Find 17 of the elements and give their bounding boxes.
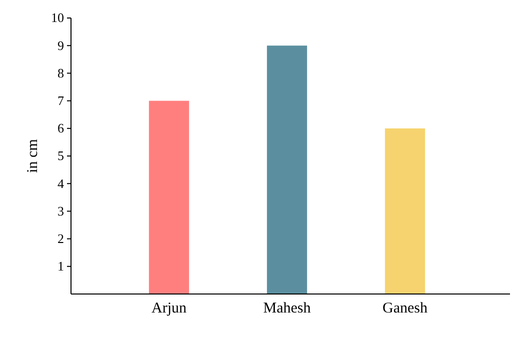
y-tick-label: 3 xyxy=(58,203,64,218)
y-tick-label: 9 xyxy=(58,38,64,53)
bar xyxy=(148,100,190,294)
x-tick-label: Mahesh xyxy=(263,300,312,317)
y-tick-label: 4 xyxy=(58,176,64,191)
y-tick-label: 2 xyxy=(58,230,64,246)
x-tick-label: Ganesh xyxy=(382,300,428,317)
y-tick-label: 7 xyxy=(58,92,64,108)
bar xyxy=(266,46,308,294)
y-tick-label: 5 xyxy=(58,148,64,164)
y-tick-label: 6 xyxy=(58,120,64,136)
x-tick-label: Arjun xyxy=(152,300,187,317)
y-tick-label: 1 xyxy=(58,258,64,274)
y-axis-title: in cm xyxy=(25,138,41,173)
bar xyxy=(384,128,426,294)
y-tick-label: 10 xyxy=(51,10,64,26)
y-tick-label: 8 xyxy=(58,65,64,80)
